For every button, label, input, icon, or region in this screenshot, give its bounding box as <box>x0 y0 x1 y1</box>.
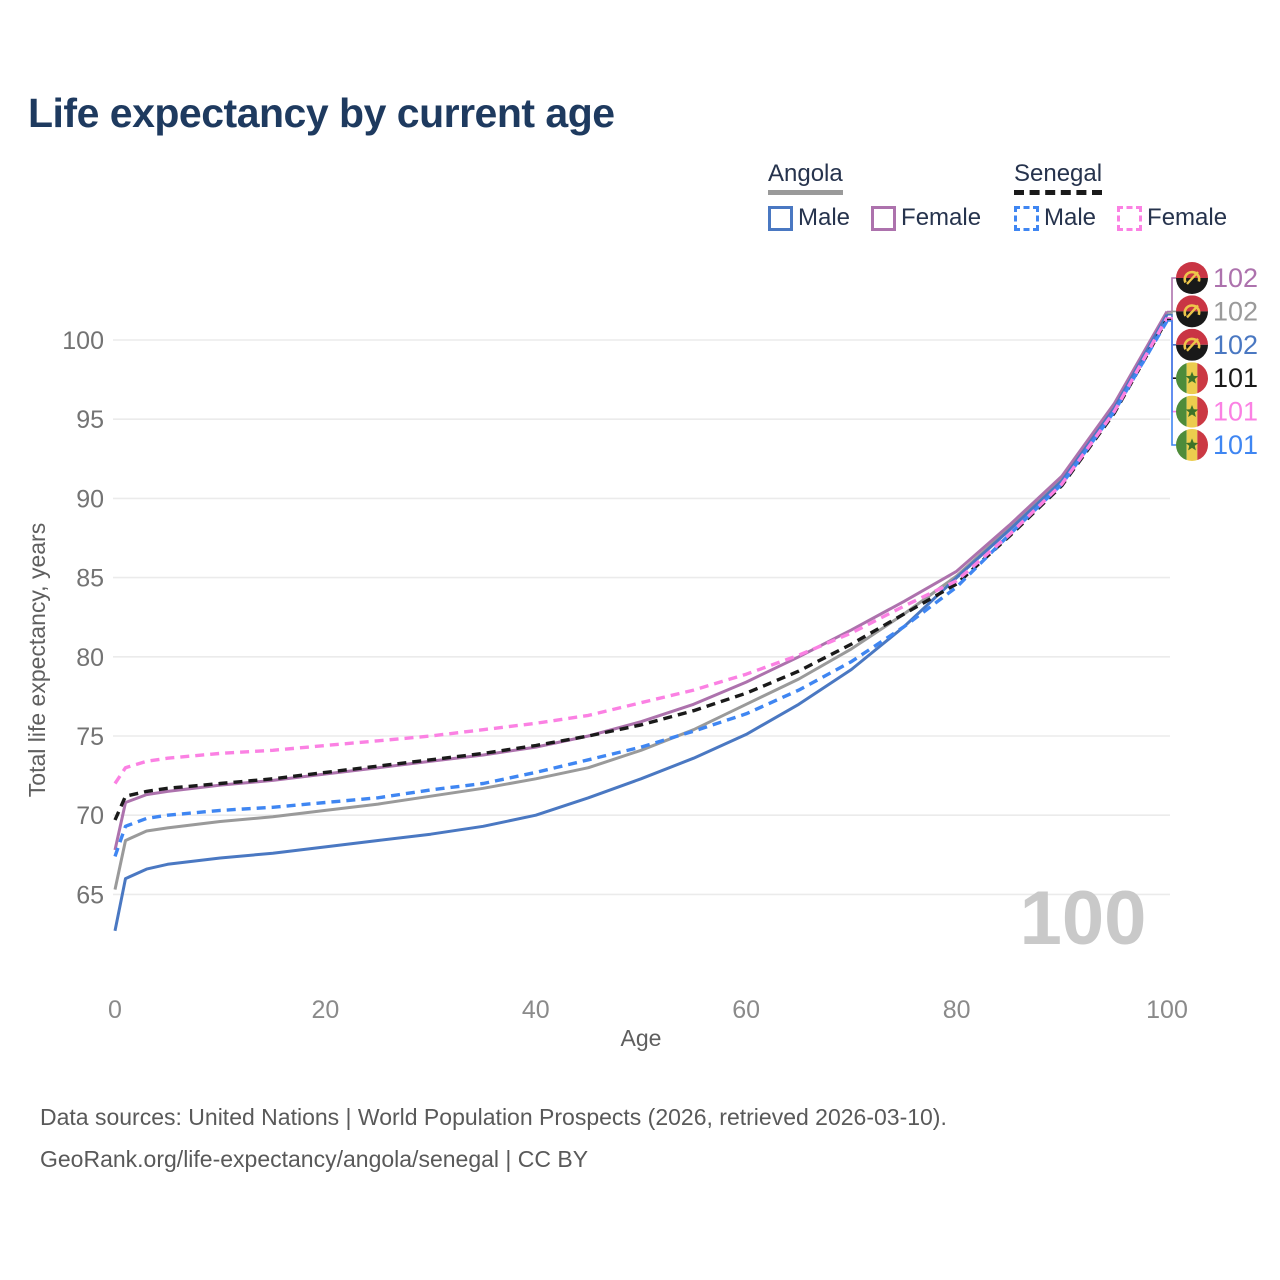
series-line-angola_male[interactable] <box>113 313 1169 932</box>
legend-country-label: Angola <box>768 160 843 187</box>
y-tick-label: 85 <box>76 565 104 593</box>
flag-angola-icon <box>1176 262 1208 294</box>
series-line-senegal_total[interactable] <box>113 318 1169 821</box>
chart-title: Life expectancy by current age <box>28 90 615 136</box>
legend-item-label: Male <box>1044 204 1097 231</box>
end-label-connector <box>1167 277 1176 313</box>
legend-item-senegal-female[interactable]: Female <box>1117 204 1227 232</box>
end-value-label-senegal_total[interactable]: 101 <box>1213 363 1258 393</box>
legend-item-label: Male <box>798 204 851 231</box>
series-line-angola_total[interactable] <box>113 312 1169 890</box>
flag-angola-icon <box>1176 328 1208 361</box>
y-tick-label: 65 <box>76 881 104 909</box>
end-value-label-angola_male[interactable]: 102 <box>1213 330 1258 360</box>
flag-senegal-icon <box>1176 395 1208 428</box>
legend-underline-solid <box>768 190 843 195</box>
legend-underline-dashed <box>1014 190 1103 195</box>
y-tick-label: 70 <box>76 802 104 830</box>
legend-item-angola-female[interactable]: Female <box>871 204 981 232</box>
legend-group-senegal: Senegal Male Female <box>1014 160 1227 232</box>
legend-item-angola-male[interactable]: Male <box>768 204 850 232</box>
footer-data-sources: Data sources: United Nations | World Pop… <box>40 1104 947 1130</box>
flag-angola-icon <box>1176 295 1208 328</box>
end-label-connector <box>1167 310 1176 314</box>
end-value-label-angola_female[interactable]: 102 <box>1213 263 1258 293</box>
legend-country-label: Senegal <box>1014 160 1103 187</box>
end-label-connector <box>1167 320 1176 446</box>
series-line-senegal_female[interactable] <box>113 316 1169 785</box>
legend-country-angola[interactable]: Angola <box>768 160 843 195</box>
end-value-label-senegal_male[interactable]: 101 <box>1213 430 1258 460</box>
legend-item-label: Female <box>1147 204 1228 231</box>
flag-senegal-icon <box>1176 429 1208 461</box>
series-line-senegal_male[interactable] <box>113 320 1169 857</box>
y-tick-label: 100 <box>62 327 104 355</box>
legend-swatch-icon <box>871 205 897 231</box>
y-tick-label: 80 <box>76 644 104 672</box>
flag-senegal-icon <box>1176 362 1208 395</box>
x-tick-label: 20 <box>311 996 339 1024</box>
x-tick-label: 60 <box>732 996 760 1024</box>
y-tick-label: 75 <box>76 723 104 751</box>
series-line-angola_female[interactable] <box>113 310 1169 851</box>
x-tick-label: 0 <box>108 996 122 1024</box>
y-tick-label: 95 <box>76 406 104 434</box>
legend-item-label: Female <box>901 204 982 231</box>
legend-swatch-icon <box>1014 205 1039 231</box>
age-watermark: 100 <box>1020 876 1147 961</box>
legend-item-senegal-male[interactable]: Male <box>1014 204 1096 232</box>
x-axis-title: Age <box>621 1025 662 1051</box>
footer-attribution-link: GeoRank.org/life-expectancy/angola/seneg… <box>40 1146 589 1172</box>
x-tick-label: 100 <box>1146 996 1188 1024</box>
legend-swatch-icon <box>768 205 793 231</box>
legend-items-senegal: Male Female <box>1014 204 1227 232</box>
y-tick-label: 90 <box>76 485 104 513</box>
end-value-label-angola_total[interactable]: 102 <box>1213 296 1258 326</box>
end-value-label-senegal_female[interactable]: 101 <box>1213 397 1258 427</box>
legend-swatch-icon <box>1117 205 1143 231</box>
x-tick-label: 80 <box>943 996 971 1024</box>
footer: Data sources: United Nations | World Pop… <box>40 1096 947 1180</box>
legend-items-angola: Male Female <box>768 204 981 232</box>
legend-country-senegal[interactable]: Senegal <box>1014 160 1103 195</box>
legend-group-angola: Angola Male Female <box>768 160 981 232</box>
y-axis-title: Total life expectancy, years <box>24 523 50 797</box>
x-tick-label: 40 <box>522 996 550 1024</box>
